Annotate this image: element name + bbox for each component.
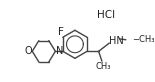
Text: O: O [24,46,32,56]
Text: N: N [56,46,63,56]
Text: CH₃: CH₃ [96,62,111,71]
Text: −CH₃: −CH₃ [133,35,155,44]
Text: HCl: HCl [97,10,115,20]
Text: HN: HN [109,36,123,46]
Text: F: F [58,26,64,36]
